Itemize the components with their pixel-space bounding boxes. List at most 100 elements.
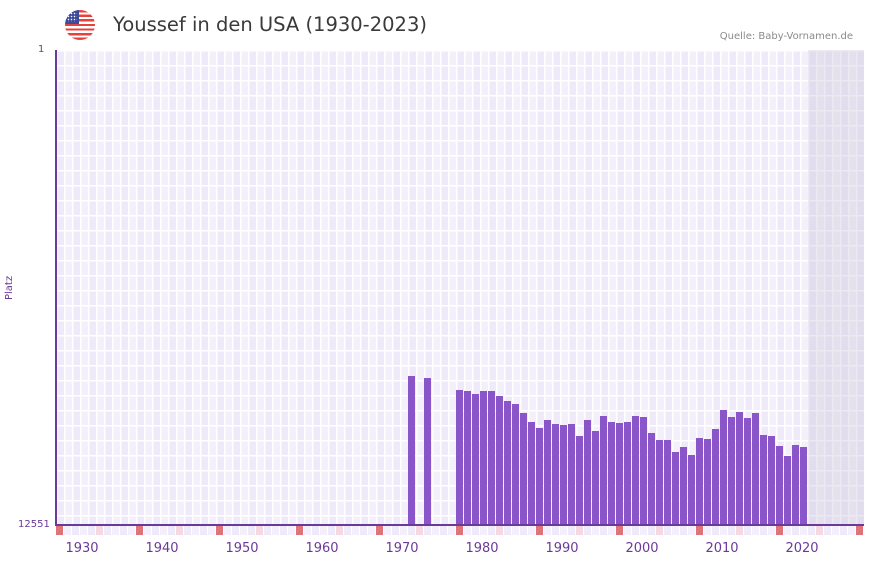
- year-marker: [368, 526, 375, 535]
- year-marker: [240, 526, 247, 535]
- year-marker: [168, 526, 175, 535]
- year-marker: [280, 526, 287, 535]
- bar-2009[interactable]: [696, 438, 703, 525]
- year-marker: [600, 526, 607, 535]
- bar-2007[interactable]: [680, 447, 687, 525]
- year-marker: [376, 526, 383, 535]
- year-marker: [784, 526, 791, 535]
- bar-1990[interactable]: [544, 420, 551, 525]
- year-marker: [296, 526, 303, 535]
- year-marker: [248, 526, 255, 535]
- year-marker: [176, 526, 183, 535]
- year-marker: [224, 526, 231, 535]
- bar-1989[interactable]: [536, 428, 543, 525]
- bar-1999[interactable]: [616, 423, 623, 525]
- bar-1988[interactable]: [528, 422, 535, 525]
- bar-1973[interactable]: [408, 376, 415, 525]
- year-marker: [80, 526, 87, 535]
- year-marker: [432, 526, 439, 535]
- year-marker: [744, 526, 751, 535]
- chart-title: Youssef in den USA (1930-2023): [113, 13, 427, 36]
- bar-1982[interactable]: [480, 391, 487, 525]
- year-marker: [656, 526, 663, 535]
- bar-2004[interactable]: [656, 440, 663, 525]
- bar-2012[interactable]: [720, 410, 727, 525]
- bar-2021[interactable]: [792, 445, 799, 525]
- year-marker: [96, 526, 103, 535]
- bar-1987[interactable]: [520, 413, 527, 525]
- x-tick-1990: 1990: [545, 541, 579, 556]
- year-marker: [256, 526, 263, 535]
- year-marker: [824, 526, 831, 535]
- bar-1991[interactable]: [552, 424, 559, 525]
- bar-1995[interactable]: [584, 420, 591, 525]
- year-marker: [512, 526, 519, 535]
- x-tick-2020: 2020: [785, 541, 819, 556]
- bar-2015[interactable]: [744, 418, 751, 525]
- bar-2018[interactable]: [768, 436, 775, 525]
- year-marker: [608, 526, 615, 535]
- bar-2017[interactable]: [760, 435, 767, 525]
- year-marker: [352, 526, 359, 535]
- bar-2016[interactable]: [752, 413, 759, 525]
- year-marker: [312, 526, 319, 535]
- year-marker: [448, 526, 455, 535]
- bar-1997[interactable]: [600, 416, 607, 525]
- year-marker: [88, 526, 95, 535]
- year-markers: [56, 526, 864, 535]
- year-marker: [344, 526, 351, 535]
- year-marker: [696, 526, 703, 535]
- bar-2020[interactable]: [784, 456, 791, 525]
- year-marker: [648, 526, 655, 535]
- year-marker: [776, 526, 783, 535]
- year-marker: [192, 526, 199, 535]
- x-tick-1940: 1940: [145, 541, 179, 556]
- bar-2003[interactable]: [648, 433, 655, 525]
- bar-2006[interactable]: [672, 452, 679, 525]
- y-axis-title: Platz: [4, 275, 15, 300]
- bar-2013[interactable]: [728, 417, 735, 525]
- bar-2001[interactable]: [632, 416, 639, 525]
- bar-1980[interactable]: [464, 391, 471, 525]
- year-marker: [496, 526, 503, 535]
- year-marker: [136, 526, 143, 535]
- year-marker: [208, 526, 215, 535]
- year-marker: [336, 526, 343, 535]
- year-marker: [480, 526, 487, 535]
- bar-2014[interactable]: [736, 412, 743, 525]
- bar-1992[interactable]: [560, 425, 567, 525]
- bar-1994[interactable]: [576, 436, 583, 525]
- year-marker: [184, 526, 191, 535]
- bar-2011[interactable]: [712, 429, 719, 525]
- bar-1998[interactable]: [608, 422, 615, 525]
- year-marker: [840, 526, 847, 535]
- year-marker: [384, 526, 391, 535]
- bar-1975[interactable]: [424, 378, 431, 525]
- year-marker: [504, 526, 511, 535]
- bar-2005[interactable]: [664, 440, 671, 525]
- x-tick-2010: 2010: [705, 541, 739, 556]
- bar-1979[interactable]: [456, 390, 463, 525]
- bar-1985[interactable]: [504, 401, 511, 525]
- year-marker: [760, 526, 767, 535]
- bar-2002[interactable]: [640, 417, 647, 525]
- bar-1981[interactable]: [472, 394, 479, 525]
- bar-1984[interactable]: [496, 396, 503, 525]
- bar-1983[interactable]: [488, 391, 495, 525]
- year-marker: [576, 526, 583, 535]
- bar-1993[interactable]: [568, 424, 575, 525]
- year-marker: [664, 526, 671, 535]
- year-marker: [584, 526, 591, 535]
- bar-1996[interactable]: [592, 431, 599, 525]
- bar-2019[interactable]: [776, 446, 783, 525]
- year-marker: [688, 526, 695, 535]
- year-marker: [808, 526, 815, 535]
- bar-2000[interactable]: [624, 422, 631, 525]
- year-marker: [560, 526, 567, 535]
- bar-1986[interactable]: [512, 404, 519, 525]
- bar-2010[interactable]: [704, 439, 711, 525]
- bar-2022[interactable]: [800, 447, 807, 525]
- year-marker: [848, 526, 855, 535]
- bar-2008[interactable]: [688, 455, 695, 525]
- year-marker: [592, 526, 599, 535]
